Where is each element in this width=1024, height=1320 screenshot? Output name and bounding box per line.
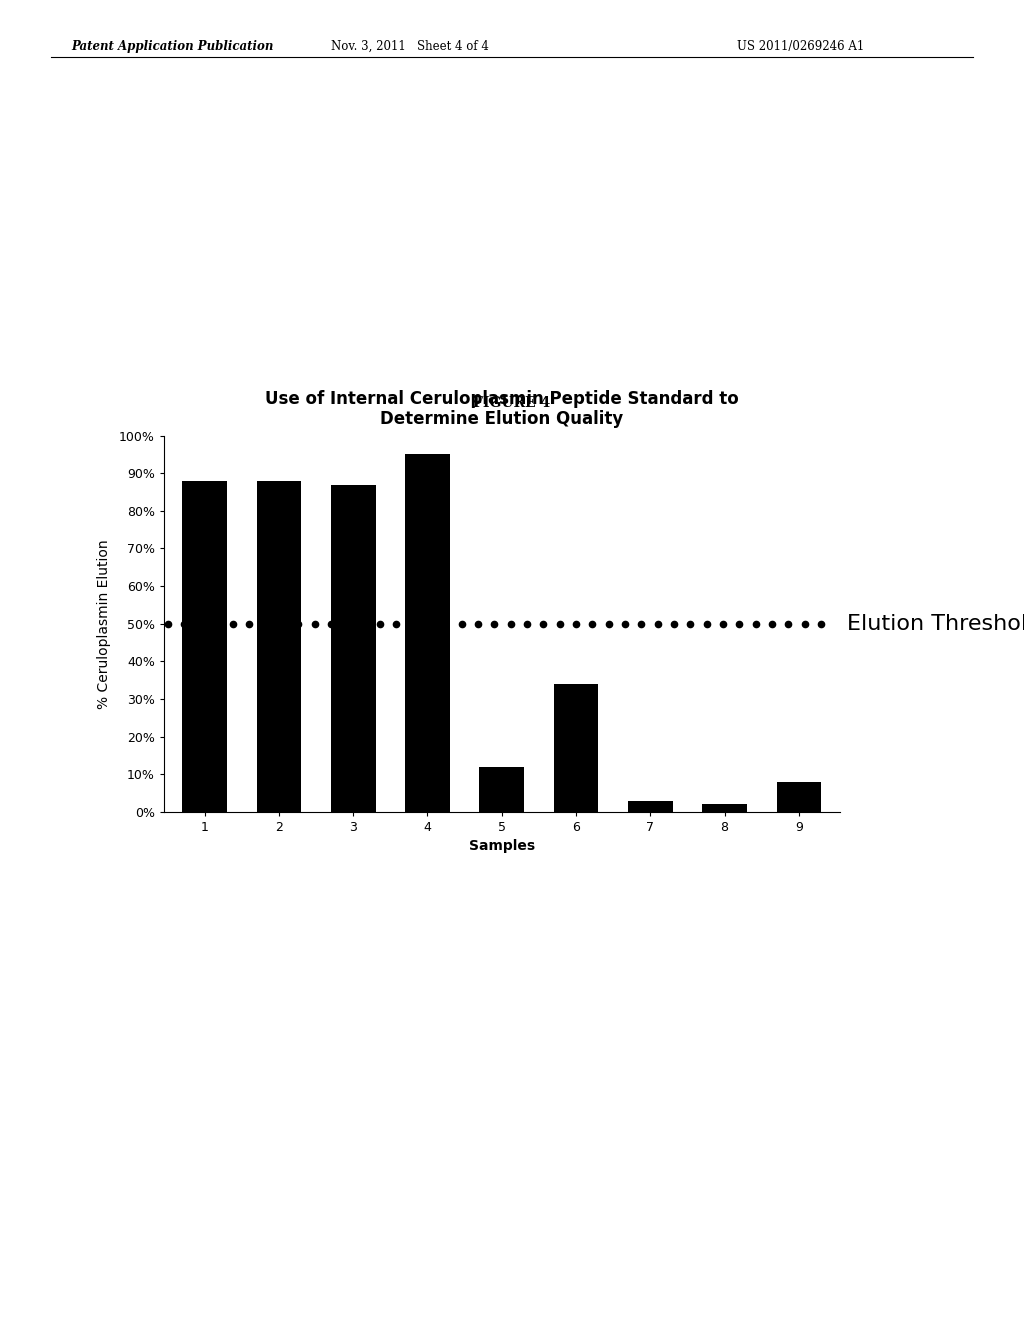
X-axis label: Samples: Samples: [469, 840, 535, 854]
Bar: [406, 454, 450, 812]
Text: FIGURE 4: FIGURE 4: [473, 396, 551, 409]
Bar: [554, 684, 598, 812]
Text: Elution Threshold: Elution Threshold: [847, 614, 1024, 634]
Bar: [479, 767, 524, 812]
Title: Use of Internal Ceruloplasmin Peptide Standard to
Determine Elution Quality: Use of Internal Ceruloplasmin Peptide St…: [265, 389, 738, 429]
Bar: [182, 480, 227, 812]
Bar: [628, 800, 673, 812]
Text: US 2011/0269246 A1: US 2011/0269246 A1: [737, 40, 864, 53]
Bar: [257, 480, 301, 812]
Bar: [776, 781, 821, 812]
Text: Patent Application Publication: Patent Application Publication: [72, 40, 274, 53]
Text: Nov. 3, 2011   Sheet 4 of 4: Nov. 3, 2011 Sheet 4 of 4: [331, 40, 488, 53]
Bar: [702, 804, 746, 812]
Y-axis label: % Ceruloplasmin Elution: % Ceruloplasmin Elution: [96, 539, 111, 709]
Bar: [331, 484, 376, 812]
